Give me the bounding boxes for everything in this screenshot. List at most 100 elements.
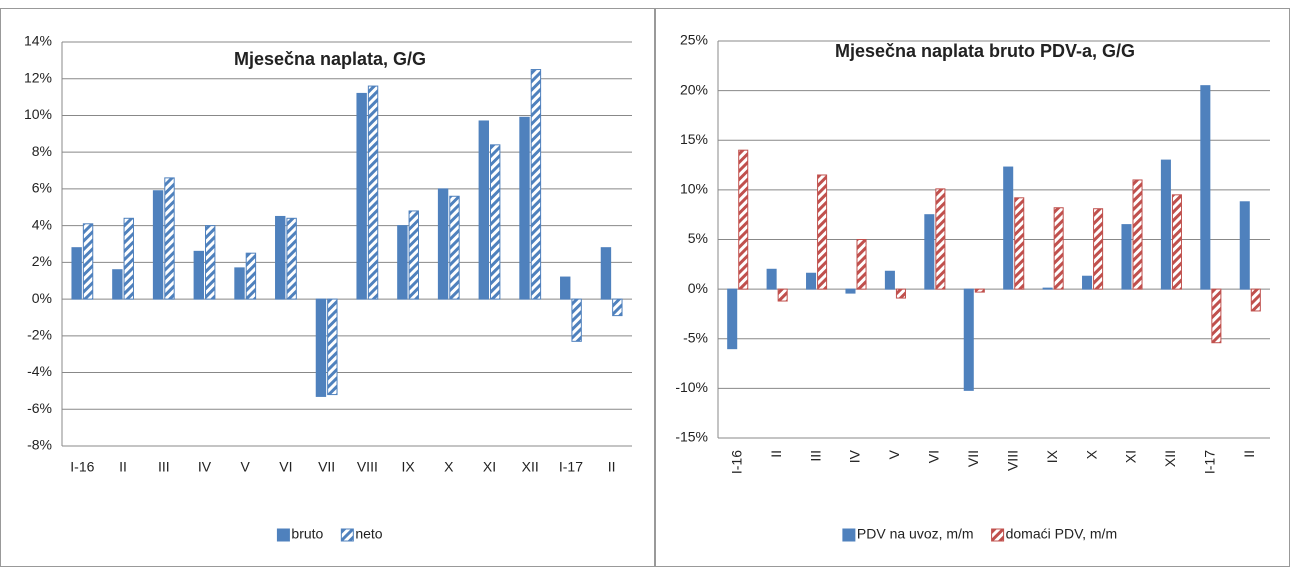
panel-right: [655, 8, 1290, 567]
y-tick-label: 5%: [688, 230, 708, 246]
bar: [286, 217, 297, 300]
legend-label: bruto: [291, 526, 323, 542]
bar: [817, 174, 828, 290]
x-tick-label: XII: [1162, 450, 1178, 467]
x-tick-label: IV: [847, 449, 863, 463]
bar: [164, 177, 175, 300]
bar: [806, 272, 817, 290]
bar: [530, 69, 542, 300]
bar: [1003, 166, 1014, 290]
y-tick-label: 10%: [680, 181, 708, 197]
x-tick-label: II: [768, 450, 784, 458]
bar: [766, 268, 777, 290]
bar: [727, 288, 738, 350]
bar: [935, 188, 946, 290]
bar: [1014, 197, 1025, 290]
bar: [560, 276, 571, 300]
x-tick-label: VIII: [1004, 450, 1020, 471]
bar: [449, 195, 460, 300]
bar: [777, 288, 788, 302]
bar: [1082, 275, 1093, 290]
x-tick-label: I-16: [70, 459, 94, 475]
bar: [963, 288, 974, 391]
bar: [275, 215, 286, 300]
y-tick-label: -15%: [675, 429, 708, 445]
x-tick-label: VIII: [357, 459, 378, 475]
bar: [1200, 85, 1211, 290]
legend: PDV na uvoz, m/m domaći PDV, m/m: [842, 526, 1117, 542]
legend-swatch: [991, 528, 1005, 542]
y-tick-label: 4%: [32, 216, 52, 232]
bar: [1250, 288, 1261, 312]
x-tick-label: X: [444, 459, 454, 475]
bar: [1239, 201, 1250, 290]
y-tick-label: -4%: [27, 363, 52, 379]
bar: [234, 267, 245, 300]
legend-swatch: [276, 528, 290, 542]
bar: [571, 298, 582, 342]
x-tick-label: I-17: [1202, 450, 1218, 474]
x-tick-label: VII: [965, 450, 981, 467]
bar: [974, 288, 985, 293]
x-tick-label: IX: [1044, 449, 1060, 463]
legend-label: PDV na uvoz, m/m: [857, 526, 974, 542]
bar: [71, 247, 82, 300]
y-tick-label: 15%: [680, 131, 708, 147]
bar: [82, 223, 94, 300]
x-tick-label: VII: [318, 459, 335, 475]
bar: [1042, 287, 1053, 290]
chart-title: Mjesečna naplata, G/G: [234, 49, 426, 69]
x-tick-label: XI: [483, 459, 496, 475]
bar: [245, 252, 257, 300]
bar: [612, 298, 623, 317]
bar: [112, 269, 123, 300]
bar: [1211, 288, 1222, 344]
bar: [1160, 159, 1171, 290]
y-tick-label: 8%: [32, 143, 52, 159]
y-tick-label: 10%: [24, 106, 52, 122]
y-tick-label: -10%: [675, 379, 708, 395]
bar: [1053, 207, 1064, 290]
bar: [327, 298, 338, 396]
x-tick-label: I-17: [559, 459, 583, 475]
y-tick-label: 0%: [688, 280, 708, 296]
x-tick-label: X: [1083, 449, 1099, 459]
x-tick-label: II: [1241, 450, 1257, 458]
bar: [519, 116, 530, 300]
chart-title: Mjesečna naplata bruto PDV-a, G/G: [835, 41, 1135, 61]
bar: [478, 120, 490, 300]
y-tick-label: 12%: [24, 69, 52, 85]
x-tick-label: XII: [522, 459, 539, 475]
bar: [315, 298, 327, 397]
bar: [845, 288, 856, 294]
y-tick-label: 25%: [680, 32, 708, 48]
x-tick-label: II: [119, 459, 127, 475]
bar: [1132, 179, 1143, 290]
x-tick-label: III: [807, 450, 823, 462]
y-tick-label: 2%: [32, 253, 52, 269]
bar: [1171, 194, 1182, 290]
bar: [738, 149, 749, 290]
x-tick-label: III: [158, 459, 170, 475]
x-tick-label: VI: [279, 459, 292, 475]
x-tick-label: IV: [198, 459, 212, 475]
bar: [356, 92, 367, 300]
bar: [397, 225, 408, 300]
y-tick-label: -2%: [27, 327, 52, 343]
bar: [856, 239, 867, 290]
bar: [123, 217, 134, 300]
y-tick-label: 0%: [32, 290, 52, 306]
y-tick-label: 6%: [32, 180, 52, 196]
bar: [408, 210, 419, 300]
panel-left: [0, 8, 655, 567]
x-tick-label: V: [886, 449, 902, 459]
bar: [193, 250, 205, 300]
x-tick-label: VI: [926, 450, 942, 463]
legend: bruto neto: [276, 526, 383, 542]
bar: [367, 85, 379, 300]
legend-swatch: [842, 528, 856, 542]
bar: [895, 288, 906, 299]
x-tick-label: II: [608, 459, 616, 475]
y-tick-label: -6%: [27, 400, 52, 416]
